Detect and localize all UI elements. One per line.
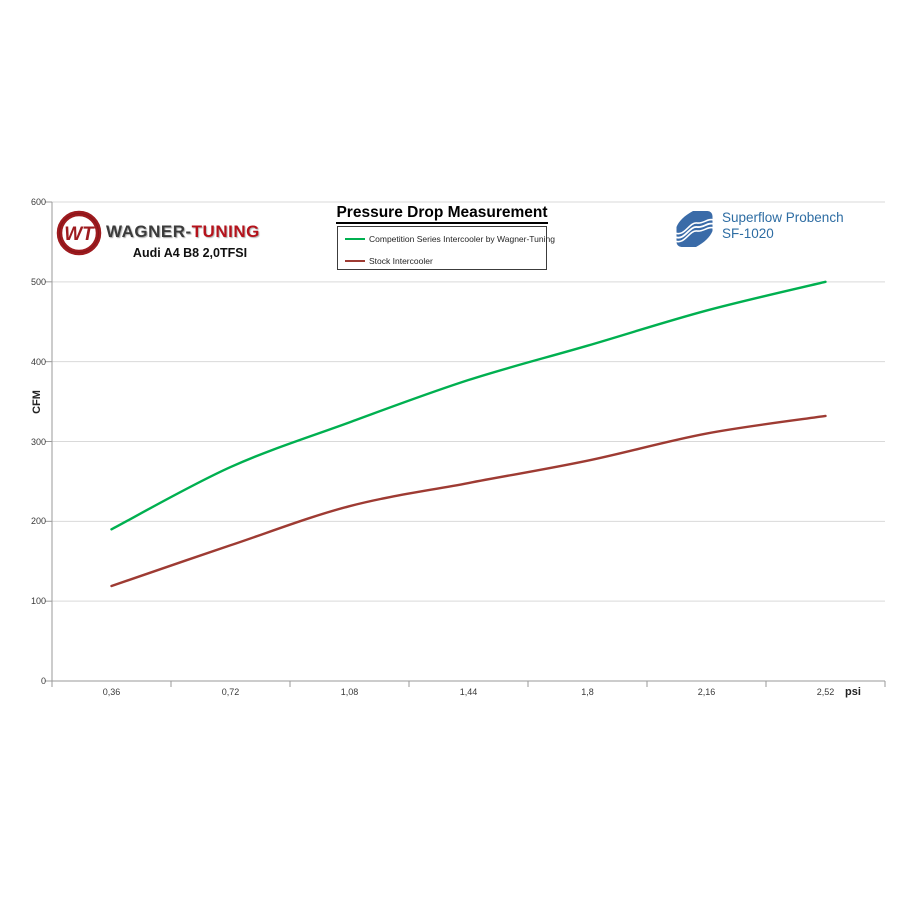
vehicle-model-label: Audi A4 B8 2,0TFSI (132, 246, 248, 260)
legend-label-competition: Competition Series Intercooler by Wagner… (369, 234, 555, 244)
series-line-0 (110, 280, 827, 531)
legend-label-stock: Stock Intercooler (369, 256, 433, 266)
superflow-model: SF-1020 (722, 226, 774, 241)
x-tick-label-2: 1,08 (340, 687, 359, 697)
legend-line-sample-competition (345, 238, 365, 240)
chart-title: Pressure Drop Measurement (328, 204, 556, 224)
y-axis-title: CFM (31, 390, 43, 414)
chart-legend: Competition Series Intercooler by Wagner… (337, 226, 555, 270)
legend-item-competition: Competition Series Intercooler by Wagner… (345, 233, 555, 245)
x-tick-label-6: 2,52 (816, 687, 835, 697)
x-tick-label-4: 1,8 (581, 687, 594, 697)
superflow-name: Superflow Probench (722, 210, 844, 225)
series-line-1 (110, 414, 827, 588)
x-axis-title: psi (845, 686, 861, 698)
y-tick-label-100: 100 (30, 596, 46, 607)
y-tick-label-0: 0 (40, 676, 46, 686)
brand-wordmark-hyphen: - (185, 222, 192, 241)
y-tick-label-500: 500 (30, 276, 46, 287)
wagner-tuning-logo-icon: WT (56, 210, 102, 256)
brand-wordmark-tuning: TUNING (191, 222, 260, 241)
x-tick-label-0: 0,36 (102, 687, 121, 697)
brand-wordmark: WAGNER-TUNING (106, 222, 306, 242)
x-tick-label-3: 1,44 (459, 687, 478, 697)
y-tick-label-200: 200 (30, 516, 46, 527)
y-tick-label-300: 300 (30, 436, 46, 447)
legend-line-sample-stock (345, 260, 365, 262)
brand-wordmark-wagner: WAGNER (106, 222, 186, 241)
superflow-label: Superflow Probench SF-1020 (722, 210, 844, 242)
y-tick-label-600: 600 (30, 197, 46, 207)
x-tick-label-1: 0,72 (221, 687, 240, 697)
chart-title-text: Pressure Drop Measurement (336, 204, 548, 224)
superflow-logo-icon (676, 211, 713, 247)
x-tick-label-5: 2,16 (697, 687, 716, 697)
legend-item-stock: Stock Intercooler (345, 255, 433, 267)
y-tick-label-400: 400 (30, 356, 46, 367)
logo-monogram: WT (64, 224, 95, 245)
